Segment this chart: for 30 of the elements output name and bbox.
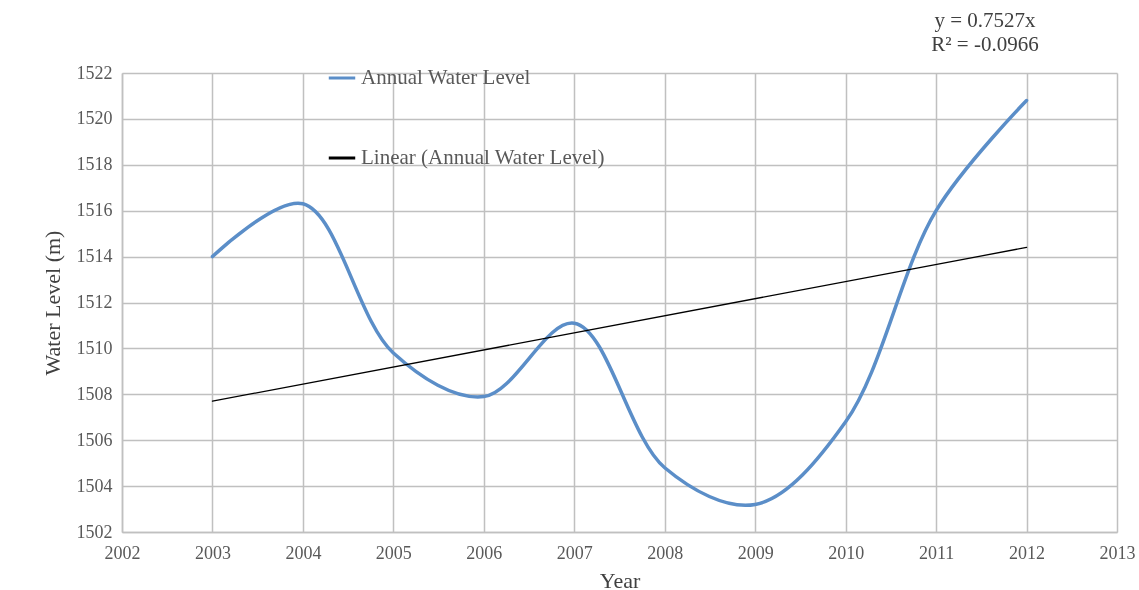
x-tick-label: 2003: [194, 542, 231, 563]
legend-label: Linear (Annual Water Level): [361, 145, 605, 169]
text: R² = -0.0966: [931, 32, 1039, 56]
y-tick-label: 1510: [76, 337, 113, 358]
x-tick-label: 2009: [737, 542, 774, 563]
x-axis-title: Year: [599, 567, 641, 590]
line-series: [210, 98, 1029, 507]
x-tick-label: 2008: [647, 542, 684, 563]
y-tick-label: 1518: [76, 154, 113, 175]
y-tick-label: 1512: [76, 292, 113, 312]
y-tick-label: 1508: [76, 383, 113, 404]
y-tick-label: 1516: [76, 200, 113, 221]
x-tick-label: 2006: [466, 542, 503, 563]
x-tick-label: 2004: [285, 542, 322, 563]
x-tick-label: 2011: [918, 542, 955, 563]
y-tick-label: 1514: [76, 246, 113, 267]
x-tick-label: 2005: [375, 542, 412, 563]
y-axis-title: Water Level (m): [39, 230, 65, 376]
x-tick-label: 2002: [104, 542, 141, 563]
y-tick-label: 1502: [76, 521, 113, 542]
x-tick-label: 2012: [1009, 542, 1046, 563]
y-tick-label: 1506: [76, 429, 113, 450]
text: y = 0.7527x: [934, 8, 1037, 32]
legend-label: Annual Water Level: [361, 65, 531, 89]
y-tick-label: 1504: [76, 475, 113, 496]
x-tick-label: 2010: [828, 542, 865, 563]
x-tick-label: 2013: [1099, 542, 1136, 563]
x-tick-label: 2007: [556, 542, 593, 563]
y-tick-label: 1522: [76, 62, 113, 83]
y-tick-label: 1520: [76, 108, 113, 129]
